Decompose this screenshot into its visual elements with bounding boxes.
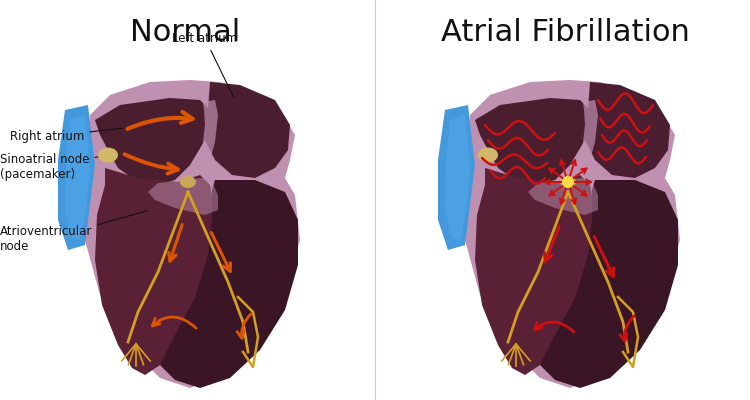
Text: Left atrium: Left atrium bbox=[172, 32, 238, 98]
Polygon shape bbox=[65, 115, 90, 240]
Polygon shape bbox=[465, 80, 680, 388]
Polygon shape bbox=[205, 82, 290, 178]
Polygon shape bbox=[585, 82, 670, 178]
Text: Right atrium: Right atrium bbox=[10, 128, 122, 143]
Ellipse shape bbox=[98, 148, 118, 162]
Text: Normal: Normal bbox=[130, 18, 240, 47]
Text: Atrioventricular
node: Atrioventricular node bbox=[0, 211, 147, 253]
Polygon shape bbox=[160, 180, 298, 388]
Ellipse shape bbox=[478, 148, 498, 162]
Polygon shape bbox=[200, 100, 218, 175]
Polygon shape bbox=[580, 100, 598, 175]
Text: Atrial Fibrillation: Atrial Fibrillation bbox=[440, 18, 689, 47]
Polygon shape bbox=[85, 80, 300, 388]
Polygon shape bbox=[445, 115, 470, 240]
Ellipse shape bbox=[560, 176, 576, 188]
Polygon shape bbox=[95, 98, 210, 185]
Polygon shape bbox=[528, 177, 598, 215]
Polygon shape bbox=[58, 105, 95, 250]
Polygon shape bbox=[540, 180, 678, 388]
Polygon shape bbox=[475, 98, 590, 185]
Ellipse shape bbox=[180, 176, 196, 188]
Text: Sinoatrial node
(pacemaker): Sinoatrial node (pacemaker) bbox=[0, 153, 105, 181]
Polygon shape bbox=[148, 177, 218, 215]
Ellipse shape bbox=[562, 176, 574, 188]
Polygon shape bbox=[475, 168, 595, 375]
Polygon shape bbox=[95, 168, 215, 375]
Polygon shape bbox=[438, 105, 475, 250]
